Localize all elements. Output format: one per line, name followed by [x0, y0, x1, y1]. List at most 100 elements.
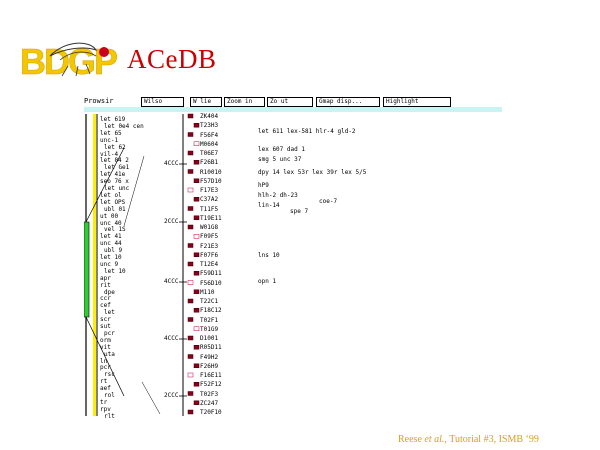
clone-box [193, 271, 200, 276]
gene-label[interactable]: rsc [104, 371, 115, 379]
clone-name[interactable]: T22C1 [200, 298, 219, 305]
zoom-in-button[interactable]: Zoom in [224, 97, 265, 107]
gene-label[interactable]: let OPS [100, 198, 126, 206]
gmap-display-button[interactable]: Gmap disp... [316, 97, 380, 107]
footer-rest: , Tutorial #3, ISMB ‘99 [444, 434, 539, 445]
clone-name[interactable]: T02F1 [200, 316, 219, 324]
clone-name[interactable]: T19E11 [200, 214, 222, 222]
clone-name[interactable]: F56D10 [200, 279, 222, 287]
annotation-label[interactable]: coe-7 [319, 198, 338, 205]
gene-label[interactable]: unc 44 [100, 240, 122, 248]
gene-label[interactable]: ubl 01 [104, 205, 126, 213]
gene-label[interactable]: unc 40 [100, 219, 122, 227]
clone-name[interactable]: F09F5 [200, 233, 219, 241]
annotation-label[interactable]: lin-14 [258, 202, 280, 209]
clone-name[interactable]: F16E11 [200, 372, 222, 379]
gene-label[interactable]: sut [100, 323, 111, 330]
clone-name[interactable]: ZK404 [200, 113, 219, 120]
gene-label[interactable]: vit [100, 343, 111, 351]
gene-label[interactable]: let 65 [100, 129, 122, 137]
gene-label[interactable]: aef [100, 385, 111, 393]
gene-label[interactable]: unc-1 [100, 136, 119, 144]
gene-label[interactable]: seo 76 x [100, 178, 129, 186]
gene-label[interactable]: vel 1S [104, 226, 126, 234]
zoom-out-button[interactable]: Zo ut [267, 97, 313, 107]
annotation-label[interactable]: opn 1 [258, 278, 277, 285]
clone-name[interactable]: ZC247 [200, 399, 219, 407]
clone-box [193, 160, 200, 165]
gene-label[interactable]: ccr [100, 295, 111, 303]
gene-label[interactable]: vil-4 [100, 150, 119, 158]
clone-name[interactable]: F26B1 [200, 159, 219, 167]
clone-name[interactable]: F57D10 [200, 177, 222, 185]
clone-name[interactable]: F26H9 [200, 362, 219, 370]
clone-name[interactable]: T23H3 [200, 122, 219, 130]
gene-label[interactable]: let 10 [104, 267, 126, 275]
gene-label[interactable]: unc 9 [100, 260, 119, 268]
gene-label[interactable]: let 62 [104, 143, 126, 151]
gene-label[interactable]: let [104, 309, 115, 317]
gene-label[interactable]: apr [100, 274, 111, 282]
gene-label[interactable]: tr [100, 398, 108, 406]
annotation-label[interactable]: smg 5 unc 37 [258, 156, 302, 163]
clone-name[interactable]: F21E3 [200, 242, 219, 250]
clone-name[interactable]: T20F10 [200, 409, 222, 416]
gene-label[interactable]: rt [100, 378, 108, 386]
gene-label[interactable]: ut 00 [100, 212, 119, 220]
gene-label[interactable]: ubl 9 [104, 247, 123, 255]
gene-label[interactable]: let 619 [100, 116, 126, 123]
gene-label[interactable]: cef [100, 302, 111, 310]
w-lie-button[interactable]: W lie [190, 97, 222, 107]
clone-name[interactable]: R05D11 [200, 344, 222, 352]
annotation-label[interactable]: lex 607 dad 1 [258, 146, 305, 153]
clone-box [187, 354, 194, 359]
gene-label[interactable]: rlt [104, 412, 115, 420]
gene-label[interactable]: pcr [104, 329, 115, 337]
clone-name[interactable]: T02F3 [200, 390, 219, 398]
gene-label[interactable]: orm [100, 336, 111, 344]
gene-label[interactable]: let Ge1 [104, 164, 130, 172]
gene-label[interactable]: rpv [100, 405, 111, 413]
clone-name[interactable]: D1001 [200, 335, 219, 342]
gene-label[interactable]: ln [100, 357, 108, 365]
gene-label[interactable]: let 41 [100, 233, 122, 241]
gene-label[interactable]: let 0e4 cen [104, 122, 144, 130]
annotation-label[interactable]: dpy 14 lex 53r lex 39r lex 5/5 [258, 169, 367, 176]
clone-name[interactable]: T12E4 [200, 261, 219, 268]
clone-name[interactable]: T01G9 [200, 325, 219, 333]
clone-box [193, 215, 200, 220]
annotation-label[interactable]: spe 7 [290, 208, 309, 215]
gene-label[interactable]: pcr [100, 364, 111, 372]
clone-name[interactable]: T06E7 [200, 150, 219, 157]
gene-label[interactable]: uta [104, 350, 115, 358]
gene-label[interactable]: let 10 [100, 254, 122, 261]
clone-name[interactable]: F52F12 [200, 381, 222, 389]
gene-label[interactable]: let 84 2 [100, 157, 129, 165]
clone-name[interactable]: R10010 [200, 168, 222, 176]
annotation-label[interactable]: lns 10 [258, 252, 280, 259]
annotation-label[interactable]: hP9 [258, 182, 269, 189]
wilso-button[interactable]: Wilso [141, 97, 184, 107]
annotation-label[interactable]: let 611 lex-581 hlr-4 gld-2 [258, 128, 356, 135]
toolbar-separator [84, 107, 502, 112]
gene-label[interactable]: rol [104, 392, 115, 399]
gene-label[interactable]: rit [100, 281, 111, 289]
clone-name[interactable]: T11F5 [200, 205, 219, 213]
gene-label[interactable]: let ol [100, 191, 122, 199]
gene-label[interactable]: let unc [104, 185, 130, 192]
clone-name[interactable]: F49H2 [200, 353, 219, 361]
gene-label[interactable]: dpe [104, 288, 115, 296]
clone-name[interactable]: F07F6 [200, 251, 219, 259]
clone-name[interactable]: F59D11 [200, 270, 222, 278]
clone-name[interactable]: M110 [200, 288, 215, 296]
highlight-button[interactable]: Highlight [383, 97, 451, 107]
clone-name[interactable]: F17E3 [200, 187, 219, 194]
annotation-label[interactable]: hlh-2 dh-23 [258, 192, 298, 199]
clone-name[interactable]: F56F4 [200, 131, 219, 139]
gene-label[interactable]: let 41e [100, 171, 126, 179]
clone-name[interactable]: C37A2 [200, 196, 219, 204]
clone-name[interactable]: M0604 [200, 140, 219, 148]
clone-name[interactable]: W01G8 [200, 224, 219, 231]
clone-name[interactable]: F18C12 [200, 307, 222, 315]
gene-label[interactable]: scr [100, 316, 111, 324]
